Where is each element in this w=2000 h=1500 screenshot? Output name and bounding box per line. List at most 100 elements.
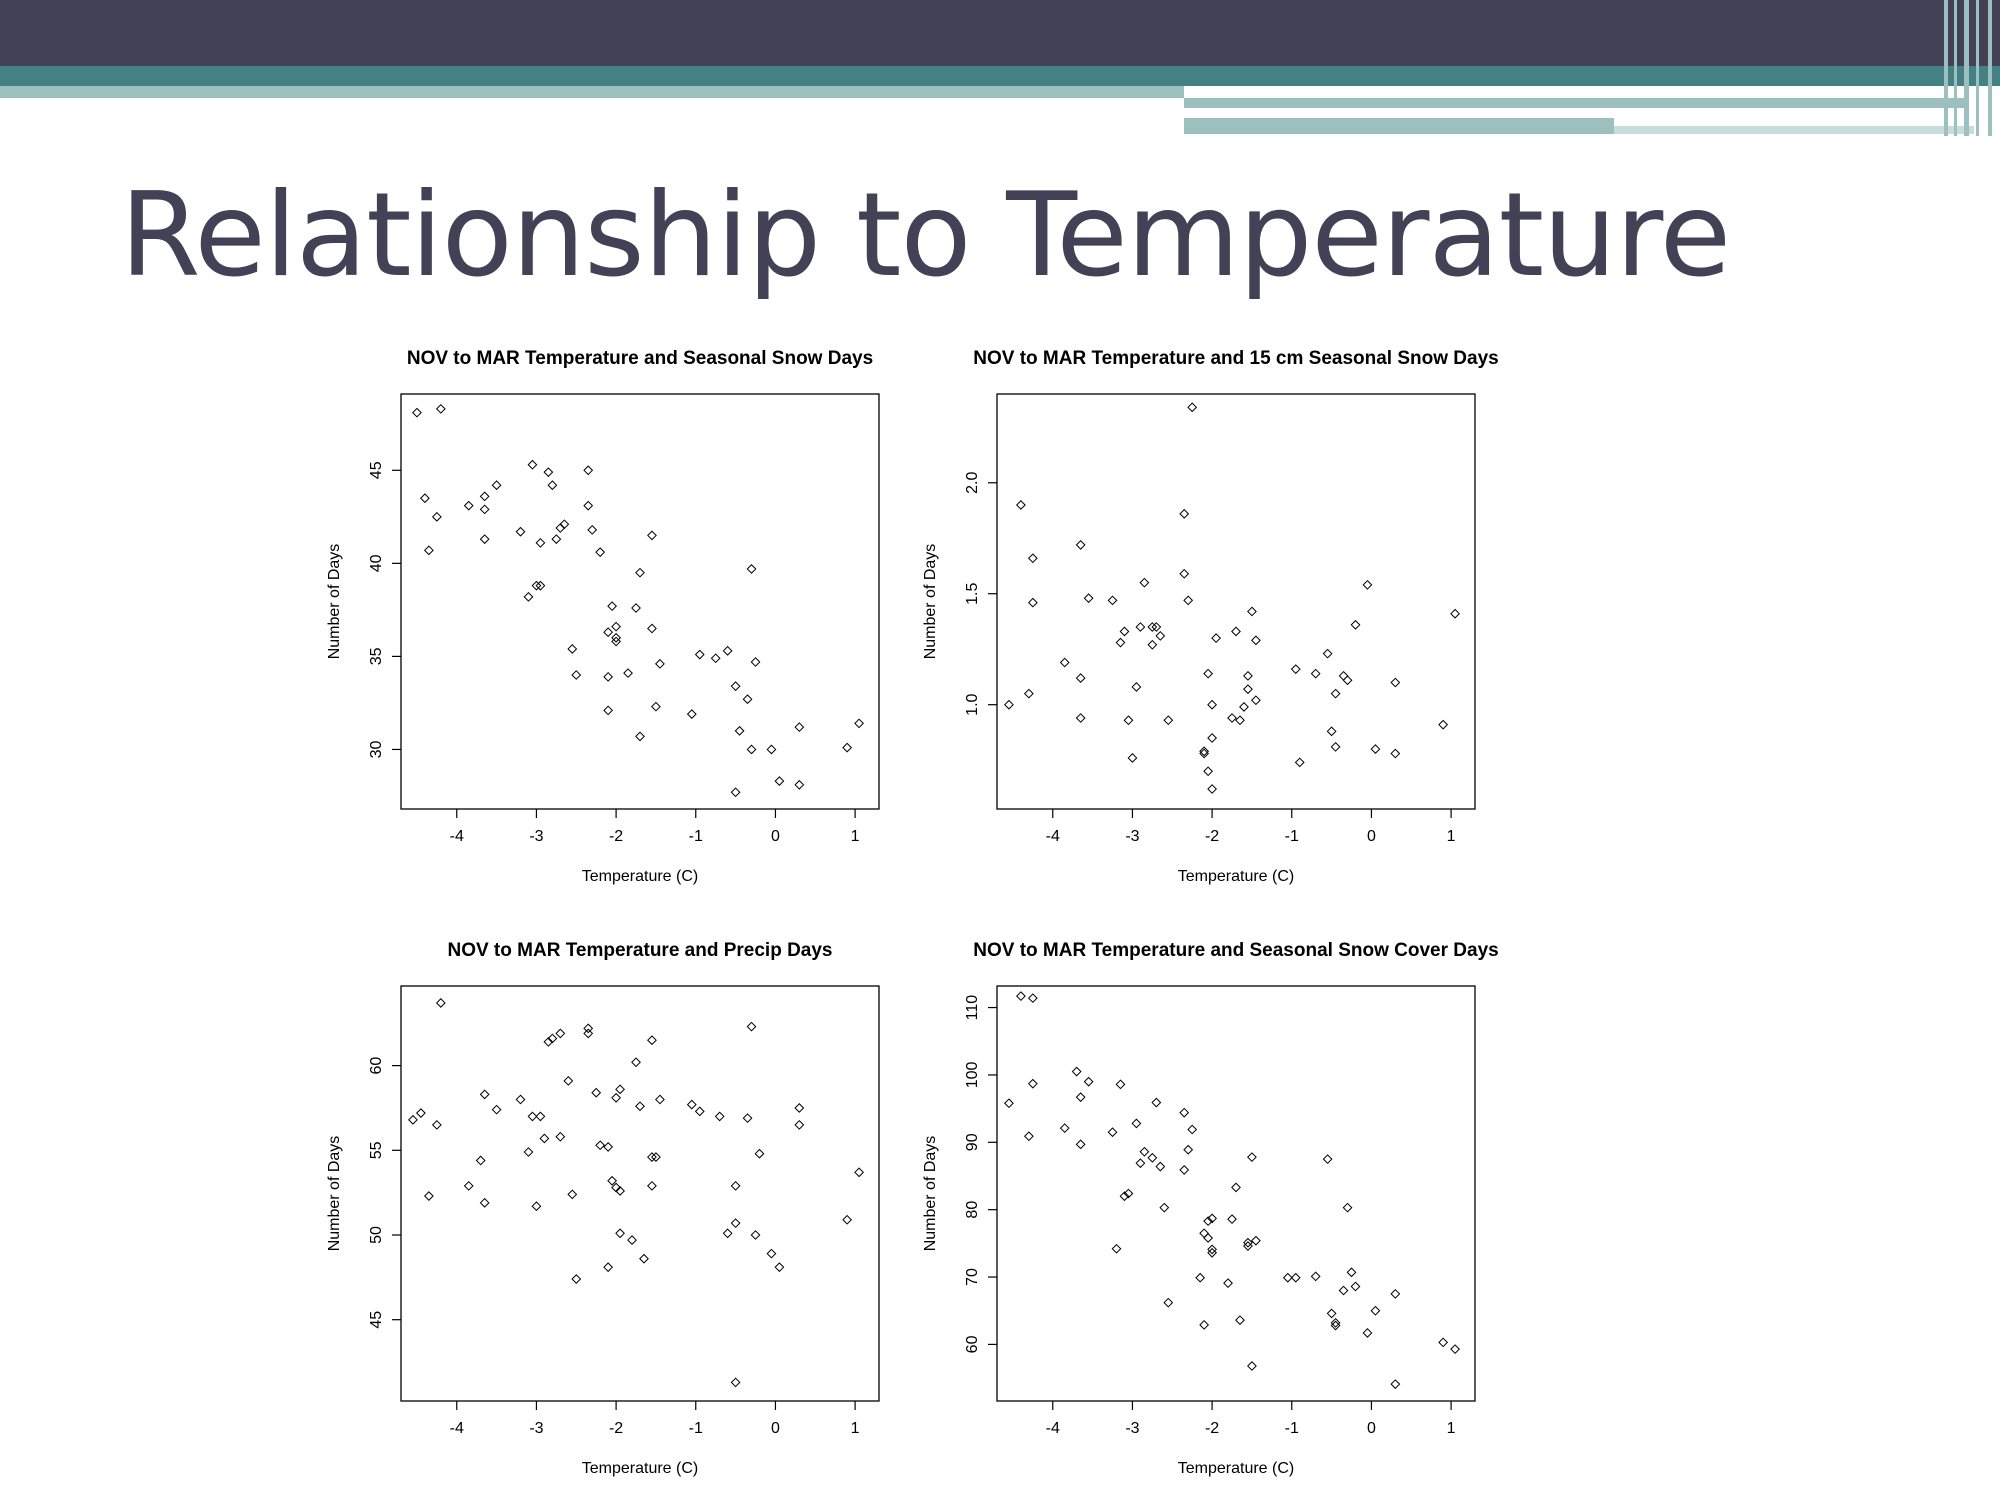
data-point	[1023, 1131, 1034, 1142]
data-point	[1139, 577, 1150, 588]
data-point	[1203, 1216, 1214, 1227]
data-point	[1075, 713, 1086, 723]
data-point	[1282, 1272, 1293, 1283]
y-tick-label: 70	[964, 1268, 981, 1286]
data-point	[583, 1023, 594, 1034]
header-vertical-stripe	[1954, 0, 1957, 136]
data-point	[515, 526, 526, 537]
data-point	[491, 480, 502, 491]
y-tick-label: 30	[368, 740, 385, 758]
data-point	[1207, 733, 1218, 743]
data-point	[1071, 1066, 1082, 1077]
data-point	[1151, 1097, 1162, 1108]
chart-panel-1: NOV to MAR Temperature and Seasonal Snow…	[326, 348, 880, 885]
data-point	[686, 709, 697, 719]
slide-title: Relationship to Temperature	[120, 168, 1731, 303]
data-point	[854, 718, 864, 729]
data-point	[1247, 606, 1257, 617]
scatter-plots: NOV to MAR Temperature and Seasonal Snow…	[326, 348, 1499, 1477]
data-point	[595, 547, 606, 558]
x-tick-label: -1	[689, 828, 703, 845]
data-point	[651, 1152, 661, 1162]
data-point	[635, 731, 645, 742]
data-point	[1179, 1165, 1190, 1175]
chart-panel-3: NOV to MAR Temperature and Precip Days -4…	[326, 940, 880, 1477]
data-point	[531, 580, 542, 591]
data-point	[1350, 1281, 1361, 1292]
data-point	[1131, 682, 1142, 692]
data-point	[1027, 993, 1038, 1004]
data-point	[1111, 1243, 1122, 1254]
data-point	[1004, 1098, 1014, 1109]
data-point	[722, 645, 733, 656]
data-point	[431, 1119, 442, 1130]
data-point	[1183, 1144, 1194, 1155]
data-point	[730, 1377, 741, 1388]
data-point	[1438, 1337, 1449, 1348]
chart-panel-4: NOV to MAR Temperature and Seasonal Snow…	[922, 940, 1499, 1477]
data-point	[647, 1152, 657, 1162]
data-point	[435, 403, 446, 414]
data-point	[1239, 702, 1249, 712]
x-tick-label: -3	[1125, 828, 1139, 845]
x-tick-label: -2	[1205, 828, 1219, 845]
data-point	[1231, 626, 1241, 637]
data-point	[412, 407, 422, 418]
data-point	[615, 1186, 625, 1196]
data-point	[1330, 741, 1341, 752]
data-point	[1370, 744, 1381, 754]
data-point	[479, 1197, 490, 1208]
data-point	[1135, 1158, 1146, 1169]
data-point	[1179, 1107, 1190, 1118]
data-point	[623, 668, 633, 679]
header-vertical-stripe	[1944, 0, 1948, 136]
x-tick-label: 1	[851, 1420, 860, 1437]
data-point	[1235, 715, 1245, 726]
data-point	[603, 1262, 614, 1273]
data-point	[647, 1180, 657, 1191]
data-point	[615, 1084, 625, 1095]
data-point	[435, 998, 446, 1008]
data-point	[1330, 1317, 1341, 1328]
data-point	[1119, 626, 1130, 637]
data-point	[567, 644, 578, 654]
data-point	[1362, 1328, 1373, 1338]
data-point	[611, 636, 622, 647]
x-axis-label: Temperature (C)	[582, 868, 698, 885]
data-point	[1247, 1361, 1257, 1371]
data-point	[842, 1214, 853, 1225]
data-point	[750, 1230, 761, 1240]
y-tick-label: 40	[368, 554, 385, 572]
data-point	[611, 621, 622, 632]
x-axis-label: Temperature (C)	[1178, 868, 1294, 885]
plot-frame	[400, 393, 880, 810]
data-point	[571, 670, 582, 680]
data-point	[794, 1103, 805, 1113]
data-point	[1135, 622, 1146, 632]
data-point	[794, 779, 805, 790]
data-point	[1023, 688, 1034, 699]
data-point	[1247, 1152, 1257, 1163]
y-tick-label: 100	[964, 1061, 981, 1088]
data-point	[1310, 668, 1321, 679]
x-tick-label: -3	[529, 1420, 543, 1437]
data-point	[1243, 670, 1253, 681]
data-point	[1243, 1241, 1253, 1251]
data-point	[1251, 635, 1261, 646]
data-point	[730, 681, 741, 692]
data-point	[1163, 715, 1174, 726]
plot-frame	[400, 985, 880, 1402]
data-point	[1290, 1272, 1301, 1283]
chart-panel-2: NOV to MAR Temperature and 15 cm Seasona…	[922, 348, 1499, 885]
data-point	[655, 1094, 665, 1105]
data-point	[1235, 1315, 1245, 1326]
data-point	[416, 1108, 426, 1118]
y-tick-label: 2.0	[964, 472, 981, 494]
data-point	[1147, 1152, 1158, 1163]
data-point	[607, 601, 618, 612]
y-tick-label: 50	[368, 1226, 385, 1244]
data-point	[1207, 784, 1218, 794]
y-tick-label: 1.0	[964, 693, 981, 715]
data-point	[842, 742, 853, 753]
data-point	[1390, 677, 1401, 688]
